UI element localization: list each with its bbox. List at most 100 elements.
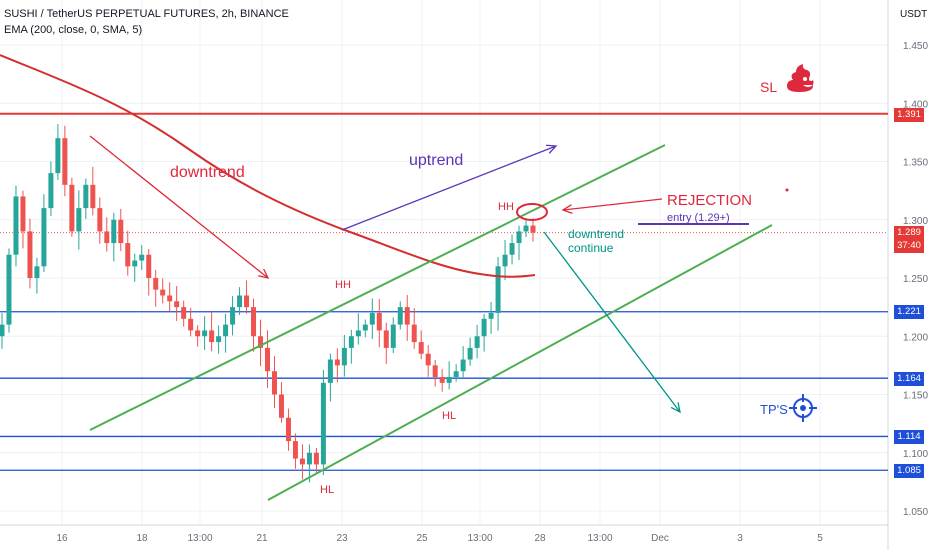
annotation-hh-2: HH (498, 201, 514, 213)
y-tick-label: 1.200 (903, 332, 928, 343)
price-label-1114: 1.114 (894, 430, 924, 444)
candle-body (278, 394, 284, 418)
rejection-arrow-head (561, 204, 573, 214)
candle-body (258, 336, 264, 348)
candle-body (425, 353, 431, 366)
marker-dot (785, 188, 789, 192)
candle-body (146, 254, 152, 278)
countdown-label: 37:40 (894, 239, 924, 253)
candle-body (251, 307, 257, 337)
candle-body (118, 219, 124, 244)
candle-body (523, 225, 529, 232)
candle-body (181, 307, 187, 319)
rejection-arrow (562, 198, 663, 211)
candle-body (516, 231, 522, 244)
candle-body (292, 441, 298, 459)
price-label-sl: 1.391 (894, 108, 924, 122)
candle-body (202, 330, 208, 337)
candle-body (90, 184, 96, 209)
uptrend-arrow-head (545, 144, 558, 154)
x-tick-label: 13:00 (587, 533, 612, 544)
x-tick-label: 21 (256, 533, 268, 544)
y-tick-label: 1.050 (903, 507, 928, 518)
x-tick-label: 3 (737, 533, 743, 544)
candle-body (27, 231, 33, 278)
y-tick-label: 1.250 (903, 274, 928, 285)
candle-body (390, 324, 396, 348)
y-tick-label: 1.150 (903, 391, 928, 402)
candle-body (474, 336, 480, 348)
annotation-uptrend: uptrend (409, 152, 463, 169)
annotation-downtrend: downtrend (170, 164, 245, 181)
x-tick-label: 5 (817, 533, 823, 544)
channel-upper-line (89, 144, 666, 431)
annotation-hl-2: HL (442, 410, 456, 422)
price-label-1221: 1.221 (894, 305, 924, 319)
candle-body (439, 377, 445, 383)
candle-body (13, 196, 19, 255)
candle-body (355, 330, 361, 337)
x-tick-label: 25 (416, 533, 428, 544)
poop-icon-eye (809, 77, 813, 81)
annotation-downtrend-continue-2: continue (568, 241, 614, 255)
candle-body (265, 347, 270, 372)
y-tick-label: 1.350 (903, 158, 928, 169)
candle-body (153, 278, 159, 290)
candle-body (369, 312, 375, 325)
candle-body (376, 312, 382, 331)
y-tick-label: 1.450 (903, 41, 928, 52)
candle-body (467, 347, 473, 360)
candle-body (327, 359, 333, 383)
candle-body (453, 371, 459, 378)
candle-body (418, 342, 424, 354)
downtrend-arrow-head (258, 268, 270, 279)
downtrend-arrow (89, 135, 269, 279)
candle-body (530, 225, 536, 233)
price-label-current: 1.289 (894, 226, 924, 240)
candle-body (160, 289, 166, 296)
x-tick-label: 16 (56, 533, 68, 544)
candle-body (306, 452, 312, 465)
candle-body (223, 324, 229, 337)
rejection-ellipse (516, 203, 548, 221)
annotation-sl: SL (760, 79, 777, 95)
ema-200-line (0, 54, 536, 278)
candle-body (244, 295, 250, 308)
candle-body (397, 307, 403, 325)
candle-body (237, 295, 243, 308)
annotation-rejection: REJECTION (667, 192, 752, 209)
candle-body (488, 312, 494, 319)
downtrend-continue-arrow-head (670, 402, 681, 414)
x-tick-label: 13:00 (187, 533, 212, 544)
candle-body (313, 452, 319, 465)
candle-body (41, 208, 47, 267)
candle-body (76, 208, 82, 232)
candle-body (104, 231, 110, 244)
currency-label: USDT (900, 9, 928, 20)
candle-body (6, 254, 12, 325)
candle-body (502, 254, 508, 267)
candle-body (362, 324, 368, 331)
y-tick-label: 1.300 (903, 216, 928, 227)
candle-body (446, 377, 452, 383)
chart-title: SUSHI / TetherUS PERPETUAL FUTURES, 2h, … (4, 8, 289, 20)
annotation-hh-1: HH (335, 279, 351, 291)
poop-icon-eye (803, 77, 807, 81)
candle-body (383, 330, 389, 348)
candle-body (209, 330, 215, 343)
uptrend-arrow (341, 145, 557, 231)
candle-body (195, 330, 201, 337)
candle-body (495, 266, 501, 313)
candle-body (62, 138, 68, 185)
candle-body (69, 184, 75, 232)
target-icon-center (800, 405, 806, 411)
x-tick-label: 28 (534, 533, 546, 544)
price-label-1085: 1.085 (894, 464, 924, 478)
candle-body (404, 307, 410, 325)
candle-body (174, 301, 180, 308)
candle-body (341, 347, 347, 366)
channel-lower-line (267, 224, 773, 501)
candle-body (167, 295, 173, 302)
